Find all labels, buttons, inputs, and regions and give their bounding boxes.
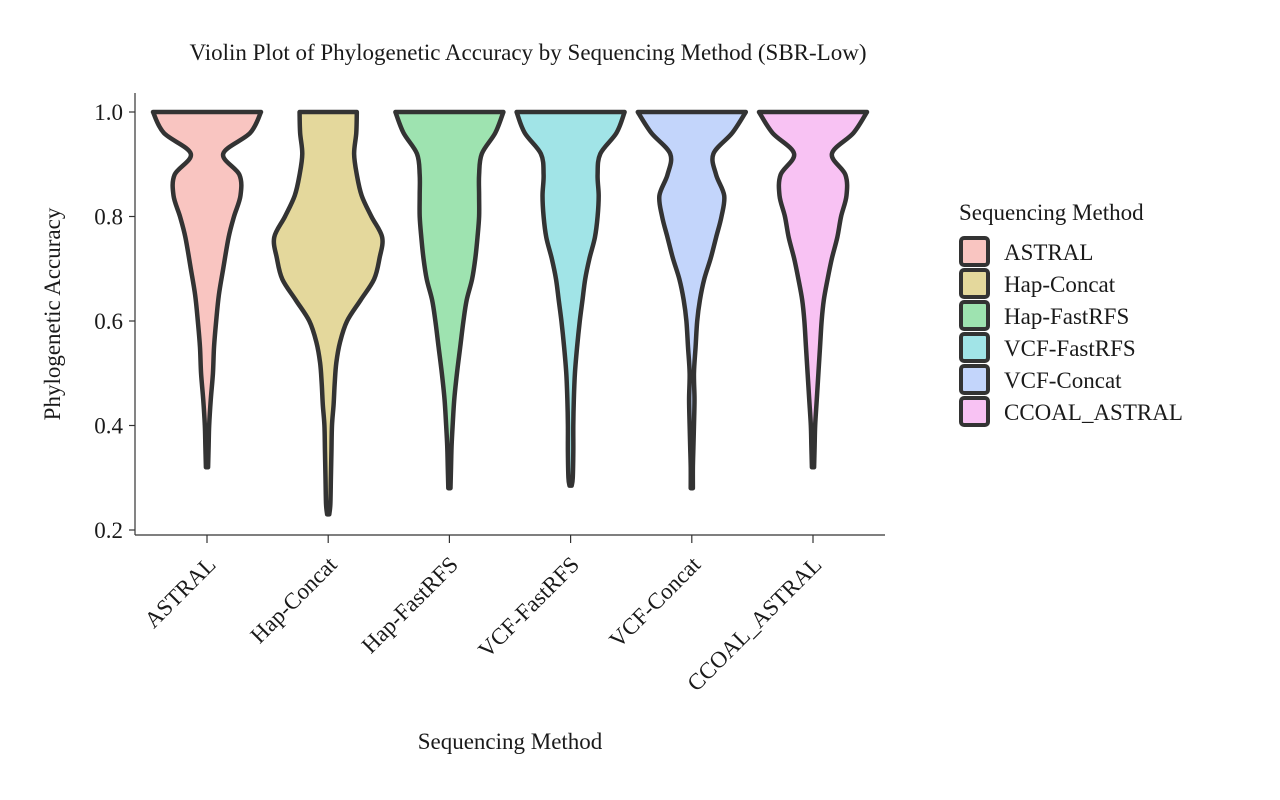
x-tick-label: Hap-Concat — [245, 551, 342, 648]
y-tick-label: 0.8 — [94, 205, 123, 230]
legend-swatch — [959, 300, 990, 331]
y-tick-label: 1.0 — [94, 100, 123, 125]
x-tick-label: Hap-FastRFS — [357, 552, 463, 658]
legend-label: VCF-Concat — [1004, 368, 1122, 393]
x-tick-label: ASTRAL — [140, 552, 221, 633]
legend-label: Hap-Concat — [1004, 272, 1116, 297]
plot-area: 0.2 0.4 0.6 0.8 1.0 ASTRAL Hap-Concat Hap-Fast… — [94, 93, 885, 696]
violin-vcf-fastrfs — [514, 109, 627, 488]
y-tick-label: 0.4 — [94, 414, 123, 439]
legend: Sequencing Method ASTRAL Hap-Concat Hap-Fa… — [959, 200, 1183, 427]
legend-label: CCOAL_ASTRAL — [1004, 400, 1183, 425]
legend-swatch — [959, 364, 990, 395]
legend-swatch — [959, 332, 990, 363]
legend-items: ASTRAL Hap-Concat Hap-FastRFS VCF-FastRFS VC… — [959, 236, 1183, 427]
violin-astral — [150, 109, 264, 470]
legend-swatch — [959, 236, 990, 267]
y-ticks: 0.2 0.4 0.6 0.8 1.0 — [94, 100, 135, 543]
legend-swatch — [959, 268, 990, 299]
violin-hap-fastrfs — [393, 109, 506, 491]
violins-group — [150, 109, 870, 517]
legend-label: ASTRAL — [1004, 240, 1093, 265]
x-ticks: ASTRAL Hap-Concat Hap-FastRFS VCF-FastRFS VC… — [140, 535, 827, 696]
y-axis-label: Phylogenetic Accuracy — [40, 207, 65, 420]
legend-label: Hap-FastRFS — [1004, 304, 1129, 329]
x-tick-label: VCF-Concat — [605, 551, 706, 652]
y-tick-label: 0.2 — [94, 518, 123, 543]
violin-vcf-concat — [635, 109, 749, 491]
violin-hap-concat — [271, 109, 385, 517]
x-axis-label: Sequencing Method — [418, 729, 603, 754]
x-tick-label: VCF-FastRFS — [473, 552, 584, 663]
y-tick-label: 0.6 — [94, 309, 123, 334]
legend-swatch — [959, 396, 990, 427]
legend-title: Sequencing Method — [959, 200, 1144, 225]
legend-label: VCF-FastRFS — [1004, 336, 1136, 361]
violin-ccoal-astral — [756, 109, 870, 470]
x-tick-label: CCOAL_ASTRAL — [682, 552, 826, 696]
chart-title: Violin Plot of Phylogenetic Accuracy by … — [189, 40, 866, 65]
